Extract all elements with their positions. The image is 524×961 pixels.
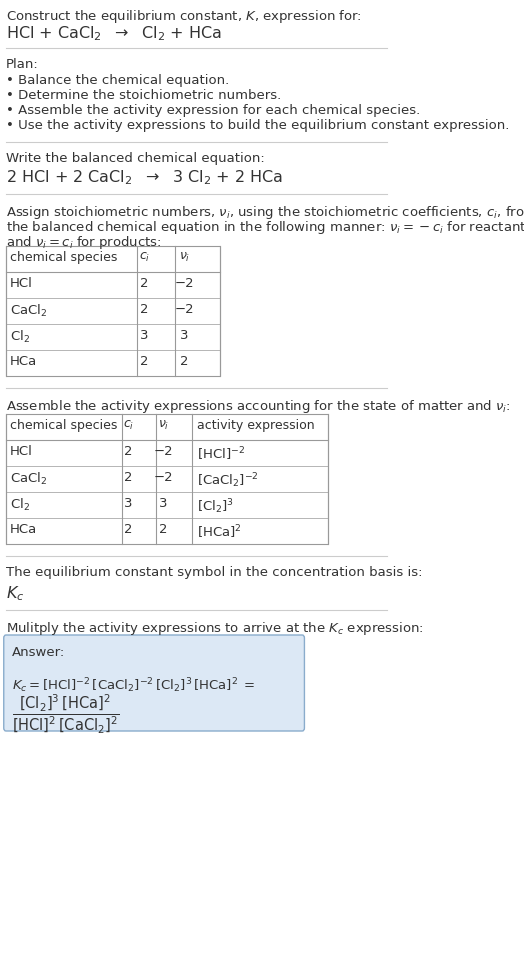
Text: $K_c = [\mathrm{HCl}]^{-2}\,[\mathrm{CaCl_2}]^{-2}\,[\mathrm{Cl_2}]^3\,[\mathrm{: $K_c = [\mathrm{HCl}]^{-2}\,[\mathrm{CaC… xyxy=(12,676,255,695)
Text: 3: 3 xyxy=(140,329,149,342)
Text: $\nu_i$: $\nu_i$ xyxy=(179,251,190,264)
Text: 2: 2 xyxy=(124,523,133,536)
Text: $c_i$: $c_i$ xyxy=(139,251,150,264)
Text: $[\mathrm{Cl_2}]^{3}$: $[\mathrm{Cl_2}]^{3}$ xyxy=(197,497,234,516)
Text: $[\mathrm{HCl}]^{-2}$: $[\mathrm{HCl}]^{-2}$ xyxy=(197,445,245,462)
Text: 2: 2 xyxy=(140,355,149,368)
Text: 2 HCl + 2 CaCl$_2$  $\rightarrow$  3 Cl$_2$ + 2 HCa: 2 HCl + 2 CaCl$_2$ $\rightarrow$ 3 Cl$_2… xyxy=(6,168,283,186)
Text: 2: 2 xyxy=(124,471,133,484)
Text: HCl: HCl xyxy=(10,277,32,290)
Text: Mulitply the activity expressions to arrive at the $K_c$ expression:: Mulitply the activity expressions to arr… xyxy=(6,620,424,637)
Text: $[\mathrm{HCa}]^{2}$: $[\mathrm{HCa}]^{2}$ xyxy=(197,523,242,540)
Bar xyxy=(6,246,220,376)
Text: 3: 3 xyxy=(159,497,168,510)
Bar xyxy=(6,414,329,544)
Text: $\nu_i$: $\nu_i$ xyxy=(158,419,169,432)
Text: $[\mathrm{CaCl_2}]^{-2}$: $[\mathrm{CaCl_2}]^{-2}$ xyxy=(197,471,259,490)
Text: and $\nu_i = c_i$ for products:: and $\nu_i = c_i$ for products: xyxy=(6,234,161,251)
Text: −2: −2 xyxy=(174,303,194,316)
Text: −2: −2 xyxy=(174,277,194,290)
Text: The equilibrium constant symbol in the concentration basis is:: The equilibrium constant symbol in the c… xyxy=(6,566,422,579)
FancyBboxPatch shape xyxy=(4,635,304,731)
Text: • Use the activity expressions to build the equilibrium constant expression.: • Use the activity expressions to build … xyxy=(6,119,509,132)
Text: • Assemble the activity expression for each chemical species.: • Assemble the activity expression for e… xyxy=(6,104,420,117)
Text: chemical species: chemical species xyxy=(10,251,117,264)
Text: $c_i$: $c_i$ xyxy=(123,419,134,432)
Text: 2: 2 xyxy=(180,355,189,368)
Text: 2: 2 xyxy=(124,445,133,458)
Text: HCa: HCa xyxy=(10,355,37,368)
Text: $\dfrac{[\mathrm{Cl_2}]^3\,[\mathrm{HCa}]^2}{[\mathrm{HCl}]^2\,[\mathrm{CaCl_2}]: $\dfrac{[\mathrm{Cl_2}]^3\,[\mathrm{HCa}… xyxy=(12,693,119,736)
Text: CaCl$_2$: CaCl$_2$ xyxy=(10,303,47,319)
Text: Assemble the activity expressions accounting for the state of matter and $\nu_i$: Assemble the activity expressions accoun… xyxy=(6,398,511,415)
Text: Assign stoichiometric numbers, $\nu_i$, using the stoichiometric coefficients, $: Assign stoichiometric numbers, $\nu_i$, … xyxy=(6,204,524,221)
Text: Cl$_2$: Cl$_2$ xyxy=(10,497,30,513)
Text: • Balance the chemical equation.: • Balance the chemical equation. xyxy=(6,74,229,87)
Text: $K_c$: $K_c$ xyxy=(6,584,25,603)
Text: 2: 2 xyxy=(140,277,149,290)
Text: CaCl$_2$: CaCl$_2$ xyxy=(10,471,47,487)
Text: −2: −2 xyxy=(154,445,173,458)
Text: HCl: HCl xyxy=(10,445,32,458)
Text: HCl + CaCl$_2$  $\rightarrow$  Cl$_2$ + HCa: HCl + CaCl$_2$ $\rightarrow$ Cl$_2$ + HC… xyxy=(6,24,222,42)
Text: 3: 3 xyxy=(180,329,189,342)
Text: 2: 2 xyxy=(159,523,168,536)
Text: −2: −2 xyxy=(154,471,173,484)
Text: chemical species: chemical species xyxy=(10,419,117,432)
Text: 3: 3 xyxy=(124,497,133,510)
Text: Plan:: Plan: xyxy=(6,58,39,71)
Text: activity expression: activity expression xyxy=(197,419,315,432)
Text: Write the balanced chemical equation:: Write the balanced chemical equation: xyxy=(6,152,265,165)
Text: Construct the equilibrium constant, $K$, expression for:: Construct the equilibrium constant, $K$,… xyxy=(6,8,362,25)
Text: HCa: HCa xyxy=(10,523,37,536)
Text: Answer:: Answer: xyxy=(12,646,66,659)
Text: 2: 2 xyxy=(140,303,149,316)
Text: Cl$_2$: Cl$_2$ xyxy=(10,329,30,345)
Text: • Determine the stoichiometric numbers.: • Determine the stoichiometric numbers. xyxy=(6,89,281,102)
Text: the balanced chemical equation in the following manner: $\nu_i = -c_i$ for react: the balanced chemical equation in the fo… xyxy=(6,219,524,236)
